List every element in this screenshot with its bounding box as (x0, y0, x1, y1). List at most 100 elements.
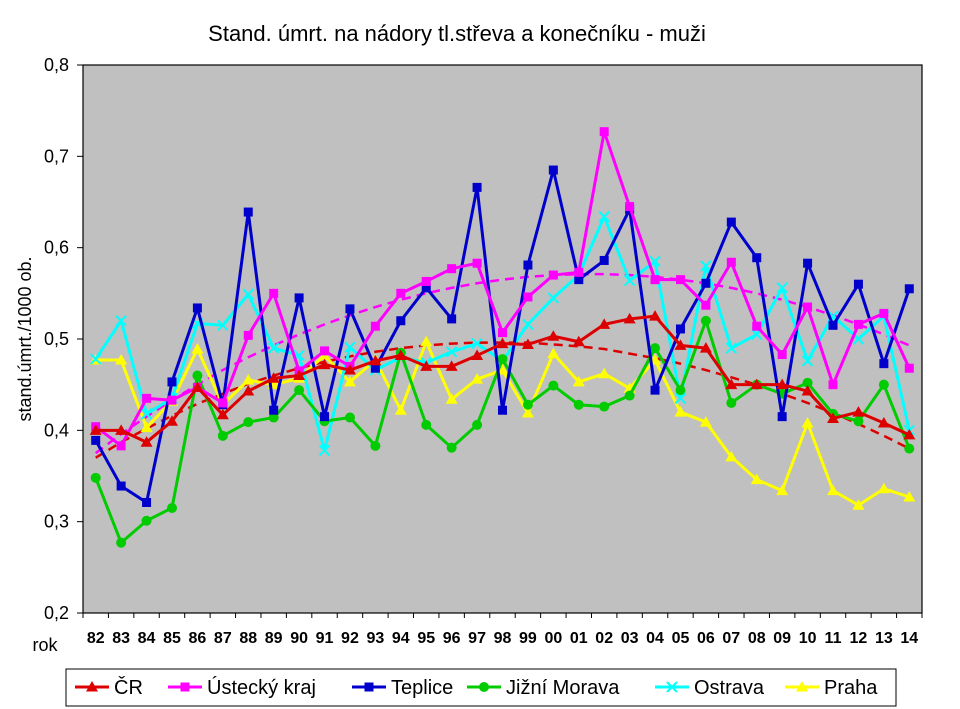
series-0-point (394, 349, 407, 360)
series-4-point (267, 342, 280, 354)
legend-label: Jižní Morava (506, 677, 620, 699)
series-0-point (598, 318, 611, 329)
x-tick-label: 84 (138, 630, 156, 647)
series-5-point (191, 343, 204, 354)
series-1-point (879, 308, 889, 318)
x-tick-label: 09 (773, 630, 791, 647)
series-3-point (878, 379, 889, 390)
series-0-point (547, 330, 560, 341)
series-5-point (521, 406, 534, 418)
series-1-point (167, 395, 177, 405)
x-tick-label: 87 (214, 630, 232, 647)
series-5-point (115, 354, 128, 365)
series-0-point (115, 424, 128, 435)
series-3-point (141, 515, 152, 526)
series-0-point (827, 412, 840, 423)
series-4-point (623, 274, 636, 287)
y-tick-label: 0,8 (44, 55, 69, 75)
series-2-point (752, 253, 762, 263)
x-tick-label: 96 (443, 630, 461, 647)
series-1-point (650, 275, 660, 285)
legend: ČR Ústecký kraj Teplice Jižní Morava Ostrava… (75, 676, 878, 699)
series-2-point (650, 385, 660, 395)
x-tick-label: 93 (366, 630, 384, 647)
series-4-point (522, 318, 534, 331)
series-4-point (140, 408, 153, 420)
y-tick-label: 0,7 (44, 146, 69, 166)
series-5-point (547, 347, 560, 359)
series-3-point (904, 443, 915, 454)
x-tick-label: 82 (87, 630, 105, 647)
series-5-point (725, 450, 738, 462)
series-0-point (725, 378, 738, 390)
series-0-point (140, 436, 153, 447)
series-3-point (116, 537, 127, 548)
series-4-point (217, 319, 229, 332)
series-5-point (750, 473, 763, 485)
x-tick-label: 07 (722, 630, 740, 647)
x-tick-label: 04 (646, 630, 664, 647)
legend-item: ČR (75, 676, 143, 699)
x-tick-label: 98 (494, 630, 512, 647)
series-5-point (140, 421, 153, 433)
series-3-point (344, 412, 355, 423)
series-1-point (574, 267, 584, 277)
legend-marker (666, 681, 678, 693)
legend-marker (479, 682, 489, 692)
series-0-point (801, 385, 814, 396)
series-1-point (447, 264, 457, 274)
series-4-point (242, 288, 254, 300)
series-lines (89, 127, 916, 548)
series-3-point (802, 377, 813, 388)
series-3-point (217, 430, 228, 441)
x-tick-label: 89 (265, 630, 283, 647)
series-3-point (573, 399, 584, 410)
series-3-point (268, 412, 279, 423)
series-2-point (599, 255, 609, 265)
series-0-point (572, 335, 585, 347)
series-0-point (165, 415, 178, 426)
x-tick-label: 83 (112, 630, 130, 647)
series-3-point (624, 390, 635, 401)
legend-marker (86, 681, 98, 692)
x-tick-label: 10 (799, 630, 817, 647)
series-0-point (242, 385, 255, 396)
series-0-point (89, 424, 102, 435)
y-axis-label: stand.úmrt./1000 ob. (15, 256, 35, 421)
series-2-point (523, 260, 533, 270)
x-tick-label: 02 (595, 630, 613, 647)
x-tick-label: 13 (875, 630, 893, 647)
series-0-point (649, 310, 662, 321)
series-2-point (803, 258, 813, 268)
series-0-point (674, 339, 687, 350)
series-2-point (574, 275, 584, 285)
series-2-point (396, 316, 406, 326)
y-tick-label: 0,4 (44, 420, 69, 440)
series-2-point (345, 304, 355, 314)
x-tick-label: 14 (900, 630, 918, 647)
series-0-point (343, 364, 356, 375)
series-0-point (420, 360, 433, 371)
series-5-point (598, 367, 611, 379)
series-1-point (498, 328, 507, 338)
legend-label: Praha (824, 677, 878, 699)
series-0-point (191, 381, 204, 392)
series-2-point (828, 320, 838, 330)
series-1-point (523, 292, 533, 302)
series-3-point (446, 442, 457, 453)
x-tick-label: 91 (316, 630, 334, 647)
series-2-point (142, 497, 152, 507)
series-1-point (675, 275, 685, 285)
series-0-point (293, 369, 306, 381)
legend-marker (796, 681, 808, 692)
series-5-point (903, 491, 916, 502)
series-3-point (548, 380, 559, 391)
series-0-point (318, 358, 331, 370)
y-tick-label: 0,5 (44, 329, 69, 349)
x-tick-label: 99 (519, 630, 537, 647)
series-5-point (420, 335, 433, 347)
y-tick-label: 0,3 (44, 512, 69, 532)
legend-label: Ostrava (694, 677, 765, 699)
series-0-point (521, 338, 534, 349)
series-1-point (472, 258, 482, 268)
